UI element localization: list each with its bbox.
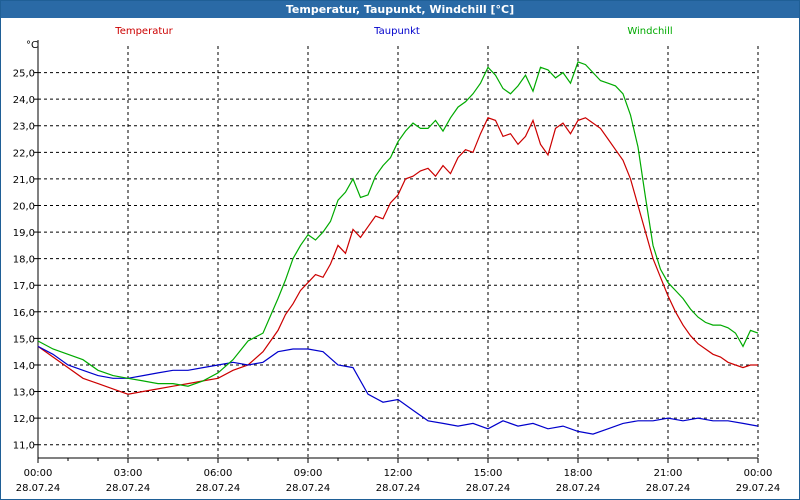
x-tick-time: 00:00 [744, 468, 773, 479]
y-tick-label: 20,0 [13, 201, 35, 212]
y-tick-label: 12,0 [13, 414, 35, 425]
y-tick-label: 13,0 [13, 388, 35, 399]
y-tick-label: 17,0 [13, 281, 35, 292]
y-tick-label: 11,0 [13, 441, 35, 452]
x-tick-time: 00:00 [24, 468, 53, 479]
x-tick-date: 28.07.24 [16, 483, 61, 494]
x-tick-date: 28.07.24 [466, 483, 511, 494]
x-tick-date: 28.07.24 [106, 483, 151, 494]
y-tick-label: 25,0 [13, 69, 35, 80]
x-tick-time: 06:00 [204, 468, 233, 479]
y-tick-label: 16,0 [13, 308, 35, 319]
y-tick-label: 14,0 [13, 361, 35, 372]
axes [34, 40, 759, 463]
grid [37, 46, 759, 458]
x-tick-date: 28.07.24 [376, 483, 421, 494]
y-tick-label: 18,0 [13, 255, 35, 266]
series-temperatur [37, 117, 758, 395]
x-tick-time: 12:00 [384, 468, 413, 479]
series-windchill [37, 61, 759, 387]
x-tick-time: 03:00 [114, 468, 143, 479]
y-axis-unit: °C [26, 40, 38, 51]
legend-taupunkt: Taupunkt [373, 26, 420, 37]
x-tick-labels: 00:00 28.07.24 03:00 28.07.24 06:00 28.07.24 0… [16, 468, 781, 494]
y-tick-label: 21,0 [13, 175, 35, 186]
series-taupunkt [37, 345, 759, 435]
y-tick-labels: 11,0 12,0 13,0 14,0 15,0 16,0 17,0 18,0 19,0 20,0… [13, 69, 35, 452]
x-tick-time: 15:00 [474, 468, 503, 479]
x-tick-time: 09:00 [294, 468, 323, 479]
y-tick-label: 22,0 [13, 148, 35, 159]
x-tick-time: 21:00 [654, 468, 683, 479]
x-tick-date: 28.07.24 [646, 483, 691, 494]
y-tick-label: 23,0 [13, 122, 35, 133]
y-tick-label: 24,0 [13, 95, 35, 106]
y-tick-label: 19,0 [13, 228, 35, 239]
x-tick-date: 28.07.24 [196, 483, 241, 494]
x-tick-time: 18:00 [564, 468, 593, 479]
chart-title: Temperatur, Taupunkt, Windchill [°C] [1, 1, 799, 18]
x-tick-date: 28.07.24 [556, 483, 601, 494]
x-tick-date: 29.07.24 [736, 483, 781, 494]
series-lines [37, 61, 759, 435]
y-tick-label: 15,0 [13, 334, 35, 345]
legend-windchill: Windchill [627, 26, 672, 37]
legend-temperatur: Temperatur [114, 26, 173, 37]
x-tick-date: 28.07.24 [286, 483, 331, 494]
